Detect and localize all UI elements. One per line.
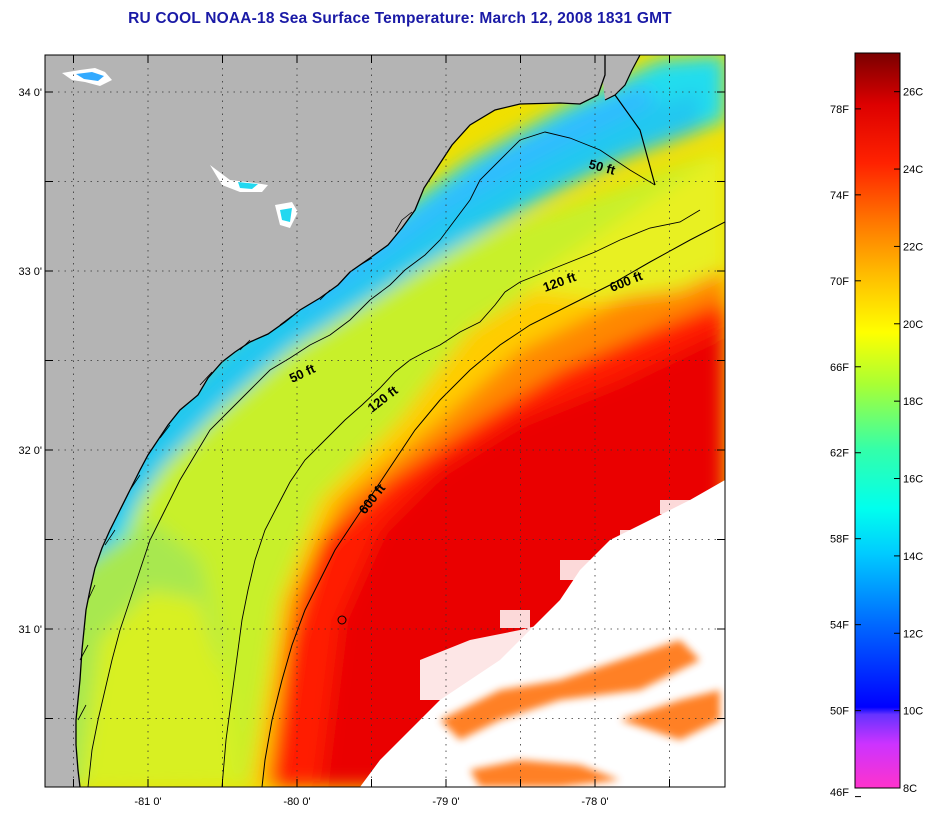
longitude-tick-label: -78 0' [581, 796, 608, 808]
latitude-tick-label: 31 0' [18, 624, 42, 636]
station-marker [337, 615, 347, 625]
colorbar-c-label: 24C [903, 164, 923, 176]
colorbar-fahrenheit-labels: 78F 74F 70F 66F 62F 58F 54F 50F 46F [830, 104, 861, 799]
latitude-tick-label: 34 0' [18, 87, 42, 99]
map-title: RU COOL NOAA-18 Sea Surface Temperature:… [128, 10, 672, 27]
colorbar-c-label: 26C [903, 87, 923, 99]
outer-banks [600, 55, 640, 100]
colorbar-c-label: 12C [903, 628, 923, 640]
longitude-tick-label: -81 0' [134, 796, 161, 808]
colorbar-f-label: 46F [830, 787, 849, 799]
land-mass [45, 55, 605, 787]
colorbar-c-label: 10C [903, 706, 923, 718]
colorbar-c-label: 16C [903, 474, 923, 486]
colorbar-f-label: 66F [830, 362, 849, 374]
frame-ticks [45, 55, 725, 787]
graticule [45, 55, 725, 787]
outer-banks-outline [604, 55, 656, 186]
colorbar-f-label: 70F [830, 276, 849, 288]
estuary-lines [77, 211, 413, 721]
contour-120ft [221, 209, 701, 787]
colorbar-c-label: 18C [903, 396, 923, 408]
longitude-tick-label: -79 0' [432, 796, 459, 808]
map-frame [44, 54, 726, 788]
colorbar-f-label: 74F [830, 190, 849, 202]
colorbar-f-label: 58F [830, 534, 849, 546]
longitude-tick-label: -80 0' [283, 796, 310, 808]
contour-600ft [261, 221, 725, 787]
colorbar-c-label: 8C [903, 783, 917, 795]
latitude-labels: 34 0' 33 0' 32 0' 31 0' [18, 87, 42, 636]
colorbar-c-label: 14C [903, 551, 923, 563]
longitude-labels: -81 0' -80 0' -79 0' -78 0' [134, 796, 608, 808]
coastline [75, 55, 606, 787]
colorbar-f-label: 78F [830, 104, 849, 116]
cloud-edge-sst [440, 640, 720, 787]
colorbar-c-label: 20C [903, 319, 923, 331]
colorbar-f-label: 54F [830, 620, 849, 632]
cloud-cover [360, 480, 725, 787]
colorbar-c-label: 22C [903, 241, 923, 253]
latitude-tick-label: 33 0' [18, 266, 42, 278]
contour-50ft [87, 131, 656, 787]
colorbar-f-label: 62F [830, 448, 849, 460]
colorbar [854, 52, 901, 789]
colorbar-celsius-labels: 26C 24C 22C 20C 18C 16C 14C 12C 10C 8C [894, 87, 923, 795]
latitude-tick-label: 32 0' [18, 445, 42, 457]
inland-lakes-water [76, 72, 292, 222]
map-panel: 50 ft 50 ft 120 ft 120 ft 600 ft 600 ft [45, 55, 725, 787]
colorbar-f-label: 50F [830, 706, 849, 718]
